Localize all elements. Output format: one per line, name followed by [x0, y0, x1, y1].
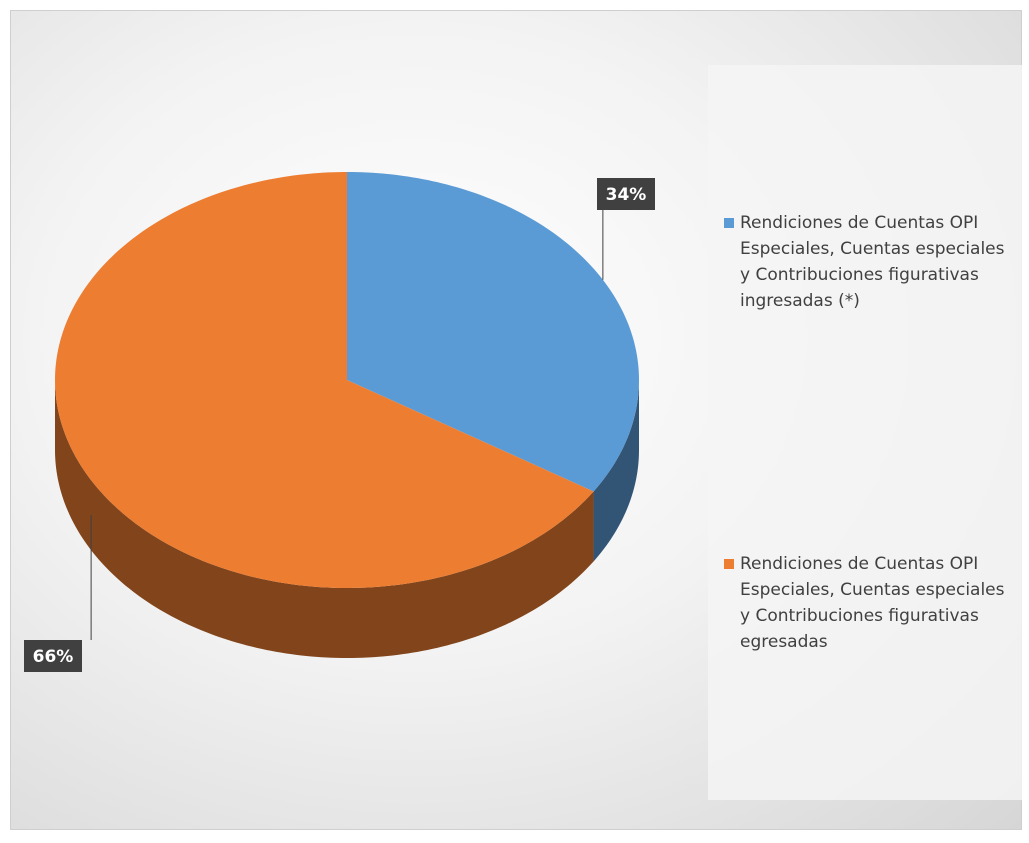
pie-slice-side — [593, 380, 639, 562]
legend: Rendiciones de Cuentas OPI Especiales, C… — [708, 65, 1022, 800]
legend-label: Rendiciones de Cuentas OPI Especiales, C… — [740, 213, 1005, 311]
legend-entry: Rendiciones de Cuentas OPI Especiales, C… — [724, 210, 1014, 314]
data-label: 34% — [606, 185, 647, 205]
legend-swatch — [724, 559, 734, 569]
data-label: 66% — [33, 647, 74, 667]
legend-label: Rendiciones de Cuentas OPI Especiales, C… — [740, 554, 1005, 652]
pie-slice-side — [55, 380, 594, 658]
pie-slice — [55, 172, 594, 588]
legend-entry: Rendiciones de Cuentas OPI Especiales, C… — [724, 551, 1014, 655]
legend-swatch — [724, 218, 734, 228]
data-label-box — [597, 178, 655, 210]
data-label-box — [24, 640, 82, 672]
pie-slice — [347, 172, 639, 492]
